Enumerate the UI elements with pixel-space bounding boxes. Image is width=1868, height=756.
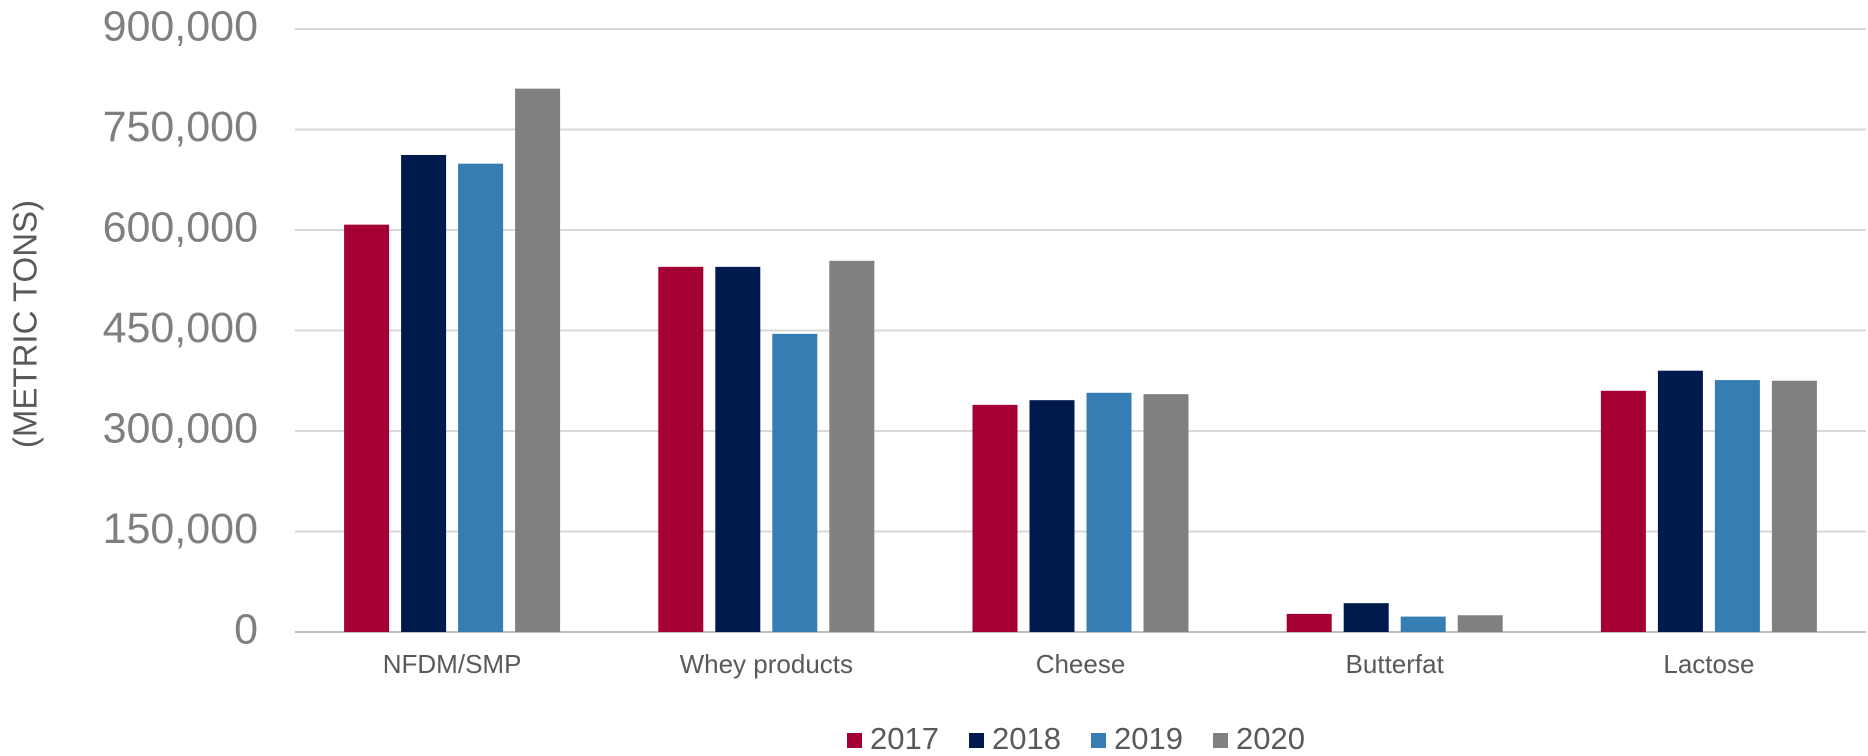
legend-label: 2017: [870, 721, 939, 756]
bar: [1343, 603, 1389, 632]
legend-swatch: [969, 733, 984, 748]
y-tick-label: 0: [234, 605, 258, 653]
x-tick-label: Whey products: [680, 649, 853, 679]
y-axis-label: (METRIC TONS): [7, 200, 44, 448]
bar: [658, 266, 704, 632]
y-tick-label: 450,000: [103, 304, 258, 352]
x-tick-label: NFDM/SMP: [383, 649, 522, 679]
legend-label: 2018: [992, 721, 1061, 756]
bar: [1600, 390, 1646, 632]
bar: [1029, 400, 1075, 632]
bar: [772, 333, 818, 632]
bar: [1771, 380, 1817, 632]
legend-swatch: [1091, 733, 1106, 748]
bar: [515, 88, 561, 632]
legend-label: 2019: [1114, 721, 1183, 756]
bar: [401, 154, 447, 632]
x-tick-label: Cheese: [1036, 649, 1126, 679]
bar: [344, 224, 390, 632]
bar: [458, 163, 504, 633]
y-tick-label: 150,000: [103, 505, 258, 553]
bar: [1657, 370, 1703, 632]
bar: [829, 260, 875, 632]
legend-swatch: [847, 733, 862, 748]
legend-label: 2020: [1236, 721, 1305, 756]
y-tick-label: 900,000: [103, 2, 258, 50]
y-tick-label: 600,000: [103, 203, 258, 251]
bar: [1143, 394, 1189, 632]
bar: [1286, 613, 1332, 632]
bar: [1400, 616, 1446, 632]
bar: [1457, 615, 1503, 632]
legend-swatch: [1213, 733, 1228, 748]
y-tick-label: 300,000: [103, 404, 258, 452]
bar: [972, 404, 1018, 632]
x-tick-label: Lactose: [1663, 649, 1754, 679]
bar: [1086, 392, 1132, 632]
x-tick-label: Butterfat: [1346, 649, 1445, 679]
y-tick-label: 750,000: [103, 103, 258, 151]
bar: [1714, 380, 1760, 632]
bar: [715, 266, 761, 632]
